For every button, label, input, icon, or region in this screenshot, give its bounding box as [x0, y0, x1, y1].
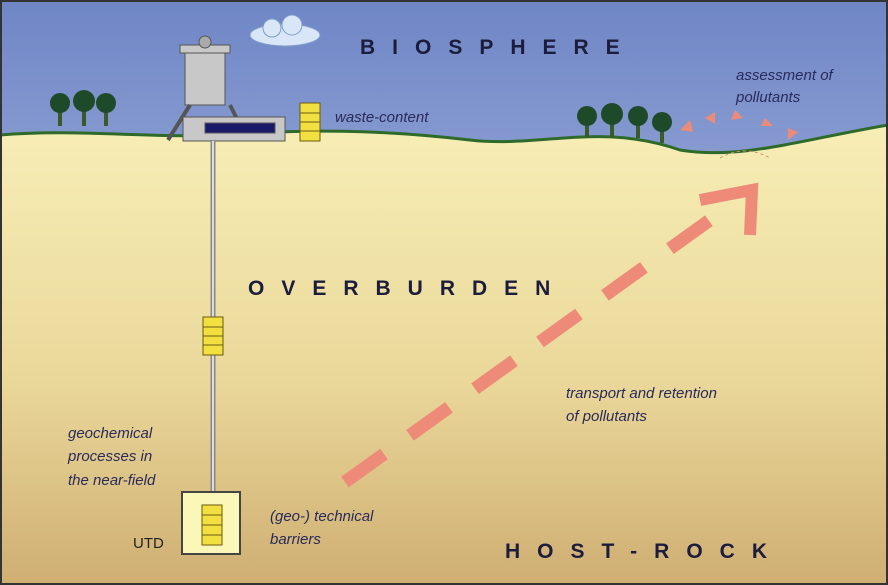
assessment-line: pollutants: [735, 89, 801, 106]
assessment-line: assessment of: [736, 67, 835, 84]
diagram: BIOSPHERE waste-content assessment of po…: [0, 0, 888, 585]
trees-left: [50, 90, 116, 126]
geochemical-line: geochemical: [68, 425, 153, 442]
waste-barrel-shaft: [203, 317, 223, 355]
geochemical-line: processes in: [67, 448, 152, 465]
utd-label: UTD: [133, 535, 164, 552]
biosphere-label: BIOSPHERE: [360, 36, 637, 59]
waste-barrel-top: [300, 103, 320, 141]
barriers-line: (geo-) technical: [270, 508, 374, 525]
transport-line: of pollutants: [566, 408, 647, 425]
transport-line: transport and retention: [566, 385, 717, 402]
geochemical-line: the near-field: [68, 472, 156, 489]
page: BIOSPHERE waste-content assessment of po…: [0, 0, 888, 585]
host-rock-label: HOST-ROCK: [505, 540, 784, 563]
waste-content-label: waste-content: [335, 109, 429, 126]
overburden-label: OVERBURDEN: [248, 277, 567, 300]
waste-barrel-utd: [202, 505, 222, 545]
barriers-line: barriers: [270, 531, 321, 548]
